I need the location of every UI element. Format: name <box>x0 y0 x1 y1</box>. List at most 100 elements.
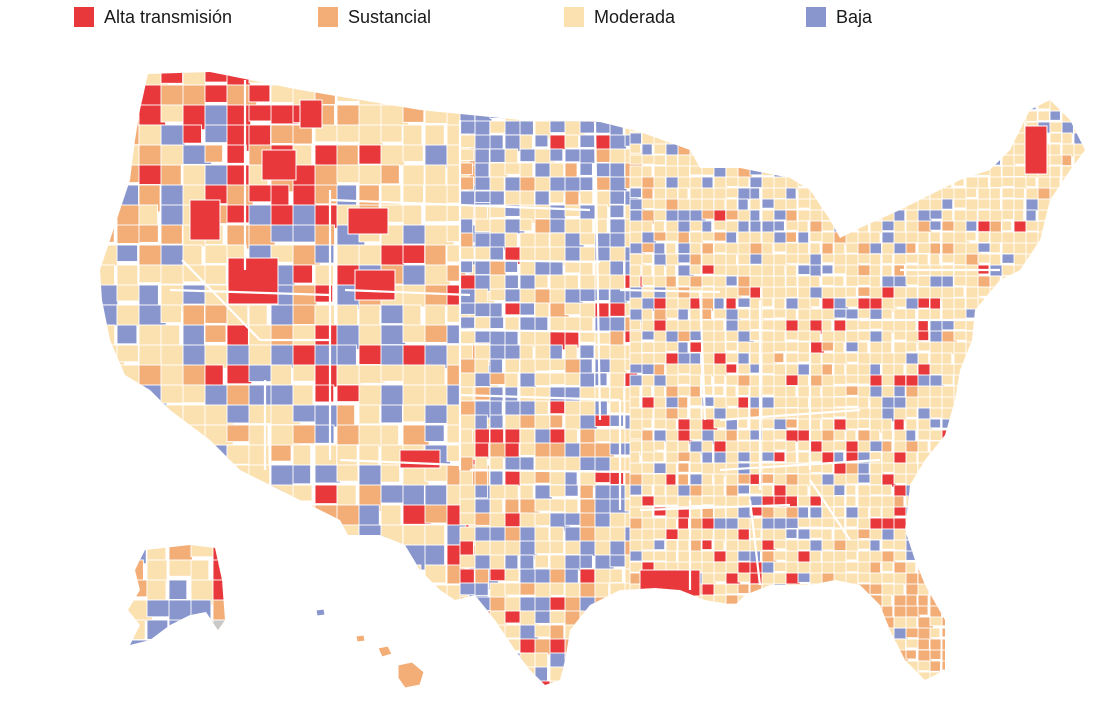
county-cell <box>821 638 837 649</box>
county-cell <box>116 184 139 209</box>
county-cell <box>1086 166 1099 176</box>
county-cell <box>358 344 384 365</box>
county-cell <box>810 694 820 706</box>
county-cell <box>749 231 762 244</box>
county-cell <box>725 275 738 287</box>
county-cell <box>821 110 836 122</box>
county-cell <box>641 462 655 474</box>
county-cell <box>629 132 642 146</box>
county-cell <box>713 539 725 552</box>
county-cell <box>893 209 906 223</box>
county-cell <box>248 664 269 685</box>
county-cell <box>629 319 642 331</box>
county-cell <box>966 694 977 706</box>
county-cell <box>773 143 789 154</box>
county-cell <box>833 583 850 600</box>
county-cell <box>579 666 599 682</box>
county-cell <box>641 99 655 114</box>
county-cell <box>1061 660 1075 676</box>
county-cell <box>725 363 738 374</box>
county-cell <box>270 504 291 524</box>
county-cell <box>642 694 655 708</box>
county-cell <box>1073 165 1085 179</box>
county-cell <box>100 624 125 650</box>
county-cell <box>629 594 641 606</box>
county-cell <box>689 627 705 644</box>
county-cell <box>138 404 162 422</box>
county-cell <box>893 506 907 517</box>
county-cell <box>549 148 564 162</box>
county-cell <box>292 184 317 208</box>
county-cell <box>564 484 579 497</box>
county-cell <box>424 524 446 549</box>
county-cell <box>701 528 714 541</box>
county-cell <box>845 121 861 137</box>
county-cell <box>701 550 715 563</box>
county-cell <box>821 220 835 232</box>
county-cell <box>713 605 729 619</box>
county-cell <box>160 504 189 531</box>
county-cell <box>821 121 838 133</box>
county-cell <box>270 644 291 669</box>
county-cell <box>402 84 429 112</box>
county-cell <box>869 176 883 187</box>
county-cell <box>677 165 690 179</box>
county-cell <box>519 554 535 571</box>
county-cell <box>797 132 809 146</box>
county-cell <box>965 451 983 466</box>
county-cell <box>989 396 1002 410</box>
county-cell <box>270 384 294 408</box>
county-cell <box>1086 155 1101 169</box>
county-cell <box>989 440 1002 453</box>
county-cell <box>965 341 982 355</box>
county-cell <box>881 264 893 277</box>
county-cell <box>737 528 750 542</box>
county-cell <box>336 664 363 685</box>
county-cell <box>917 561 934 576</box>
county-cell <box>977 671 993 683</box>
county-cell <box>138 424 165 444</box>
county-cell <box>665 110 680 121</box>
county-cell <box>609 92 627 112</box>
county-cell <box>182 624 208 642</box>
county-cell <box>941 517 958 528</box>
county-cell <box>977 572 994 584</box>
county-cell <box>893 143 909 155</box>
county-cell <box>100 684 123 685</box>
county-cell <box>100 84 125 107</box>
county-cell <box>845 649 860 664</box>
county-cell <box>989 429 1006 445</box>
county-cell <box>402 204 423 228</box>
county-cell <box>773 660 786 673</box>
county-cell <box>677 99 691 111</box>
county-cell <box>1061 154 1073 167</box>
county-cell <box>629 385 641 399</box>
legend-swatch-low <box>806 7 826 27</box>
county-cell <box>893 550 908 562</box>
county-cell <box>1061 396 1078 410</box>
county-cell <box>869 682 887 685</box>
county-cell <box>845 385 860 396</box>
county-cell <box>1061 583 1074 595</box>
county-cell <box>894 694 908 704</box>
county-cell <box>737 594 754 610</box>
county-cell <box>821 330 835 344</box>
county-cell <box>929 176 941 187</box>
county-cell <box>749 198 761 211</box>
county-cell <box>1037 341 1049 352</box>
county-cell <box>905 594 918 608</box>
county-cell <box>953 660 967 672</box>
county-cell <box>564 680 584 685</box>
county-cell <box>833 132 850 148</box>
county-cell <box>989 517 1004 528</box>
county-cell <box>665 319 680 332</box>
county-cell <box>678 694 692 707</box>
county-cell <box>116 684 140 685</box>
county-cell <box>845 561 860 573</box>
county-cell <box>833 495 846 507</box>
county-cell <box>624 680 643 685</box>
county-cell <box>160 684 181 685</box>
county-cell <box>1013 352 1025 363</box>
county-cell <box>424 624 454 649</box>
county-cell <box>1073 429 1085 444</box>
